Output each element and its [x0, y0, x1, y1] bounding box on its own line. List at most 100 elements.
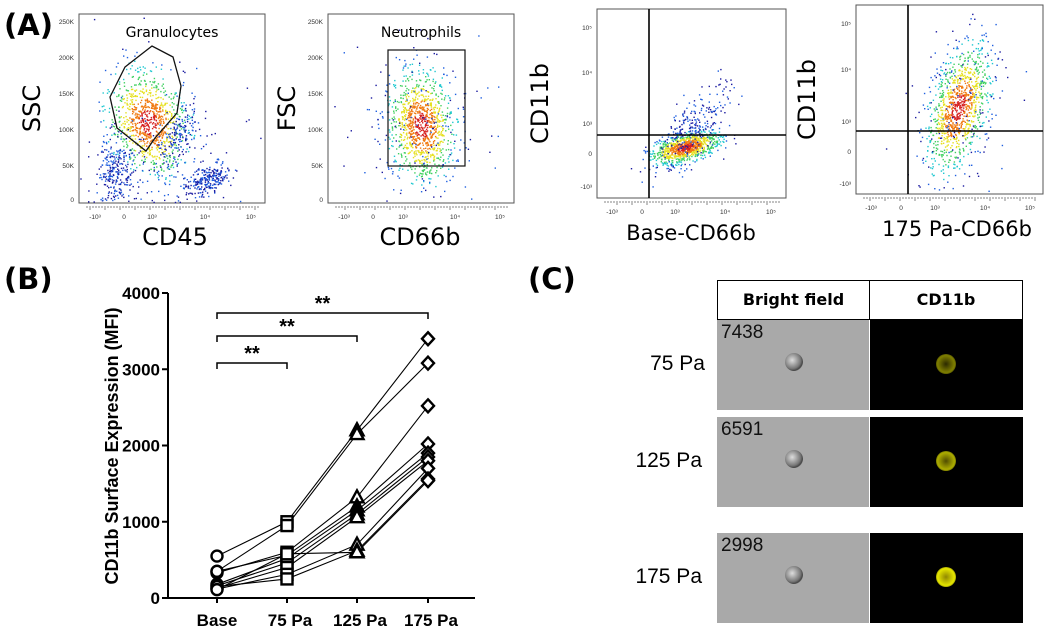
event-dot: [118, 116, 121, 118]
event-dot: [402, 97, 404, 100]
event-dot: [709, 127, 712, 129]
event-dot: [672, 151, 675, 153]
event-dot: [426, 158, 428, 160]
event-dot: [427, 157, 429, 160]
event-dot: [119, 148, 122, 151]
event-dot: [697, 154, 699, 156]
event-dot: [415, 110, 417, 112]
event-dot: [134, 114, 136, 116]
event-dot: [145, 137, 147, 140]
event-dot: [963, 105, 965, 107]
event-dot: [218, 172, 220, 174]
event-dot: [430, 126, 433, 128]
event-dot: [211, 179, 213, 182]
event-dot: [113, 160, 115, 162]
event-dot: [433, 90, 435, 92]
event-dot: [144, 118, 146, 120]
event-dot: [141, 159, 143, 162]
event-dot: [659, 153, 661, 156]
event-dot: [440, 86, 443, 88]
event-dot: [144, 80, 146, 82]
event-dot: [423, 152, 425, 154]
event-dot: [424, 139, 426, 141]
event-dot: [683, 147, 685, 150]
event-dot: [402, 67, 405, 69]
event-dot: [135, 112, 137, 115]
event-dot: [129, 173, 132, 175]
event-dot: [149, 93, 152, 95]
event-dot: [417, 98, 419, 100]
event-dot: [158, 175, 160, 177]
event-dot: [118, 171, 120, 173]
event-dot: [152, 122, 155, 124]
event-dot: [667, 136, 670, 138]
event-dot: [980, 49, 982, 52]
event-dot: [214, 187, 216, 189]
event-dot: [950, 133, 953, 135]
event-dot: [138, 141, 141, 143]
event-dot: [208, 187, 210, 189]
event-dot: [177, 158, 179, 161]
event-dot: [944, 83, 946, 85]
event-dot: [403, 139, 405, 141]
event-dot: [671, 163, 673, 166]
event-dot: [696, 146, 698, 149]
event-dot: [414, 87, 416, 90]
event-dot: [989, 108, 991, 110]
event-dot: [494, 167, 496, 169]
event-dot: [173, 176, 175, 178]
event-dot: [415, 112, 417, 115]
event-dot: [137, 192, 139, 194]
event-dot: [181, 109, 183, 111]
event-dot: [701, 141, 703, 144]
event-dot: [411, 145, 413, 147]
event-dot: [197, 169, 199, 171]
event-dot: [667, 167, 670, 170]
event-dot: [427, 144, 430, 146]
event-dot: [245, 120, 248, 123]
event-dot: [981, 103, 984, 105]
event-dot: [198, 196, 201, 198]
event-dot: [964, 132, 966, 134]
event-dot: [120, 96, 123, 99]
event-dot: [654, 153, 656, 155]
event-dot: [178, 115, 181, 118]
event-dot: [131, 76, 134, 78]
event-dot: [248, 119, 250, 121]
event-dot: [145, 85, 147, 88]
event-dot: [410, 127, 412, 129]
event-dot: [424, 156, 426, 159]
event-dot: [423, 180, 425, 183]
event-dot: [204, 183, 206, 186]
event-dot: [143, 161, 145, 163]
event-dot: [942, 90, 944, 92]
event-dot: [949, 138, 952, 141]
event-dot: [152, 81, 154, 83]
event-dot: [148, 119, 150, 122]
event-dot: [416, 131, 418, 133]
event-dot: [115, 171, 117, 173]
event-dot: [196, 173, 199, 176]
event-dot: [404, 103, 406, 106]
event-dot: [442, 119, 444, 122]
event-dot: [152, 104, 154, 106]
event-dot: [689, 131, 691, 133]
event-dot: [958, 145, 960, 148]
event-dot: [450, 124, 452, 127]
event-dot: [433, 129, 436, 131]
event-dot: [946, 145, 948, 147]
event-dot: [185, 194, 187, 196]
event-dot: [942, 169, 944, 171]
event-dot: [411, 139, 413, 141]
event-dot: [156, 87, 158, 89]
event-dot: [364, 172, 366, 174]
event-dot: [377, 123, 380, 126]
event-dot: [956, 124, 958, 127]
event-dot: [434, 163, 436, 165]
event-dot: [682, 147, 684, 150]
x-tick-label: 0: [122, 214, 126, 221]
event-dot: [441, 166, 444, 168]
event-dot: [119, 149, 121, 152]
event-dot: [179, 126, 181, 128]
event-dot: [142, 139, 144, 142]
